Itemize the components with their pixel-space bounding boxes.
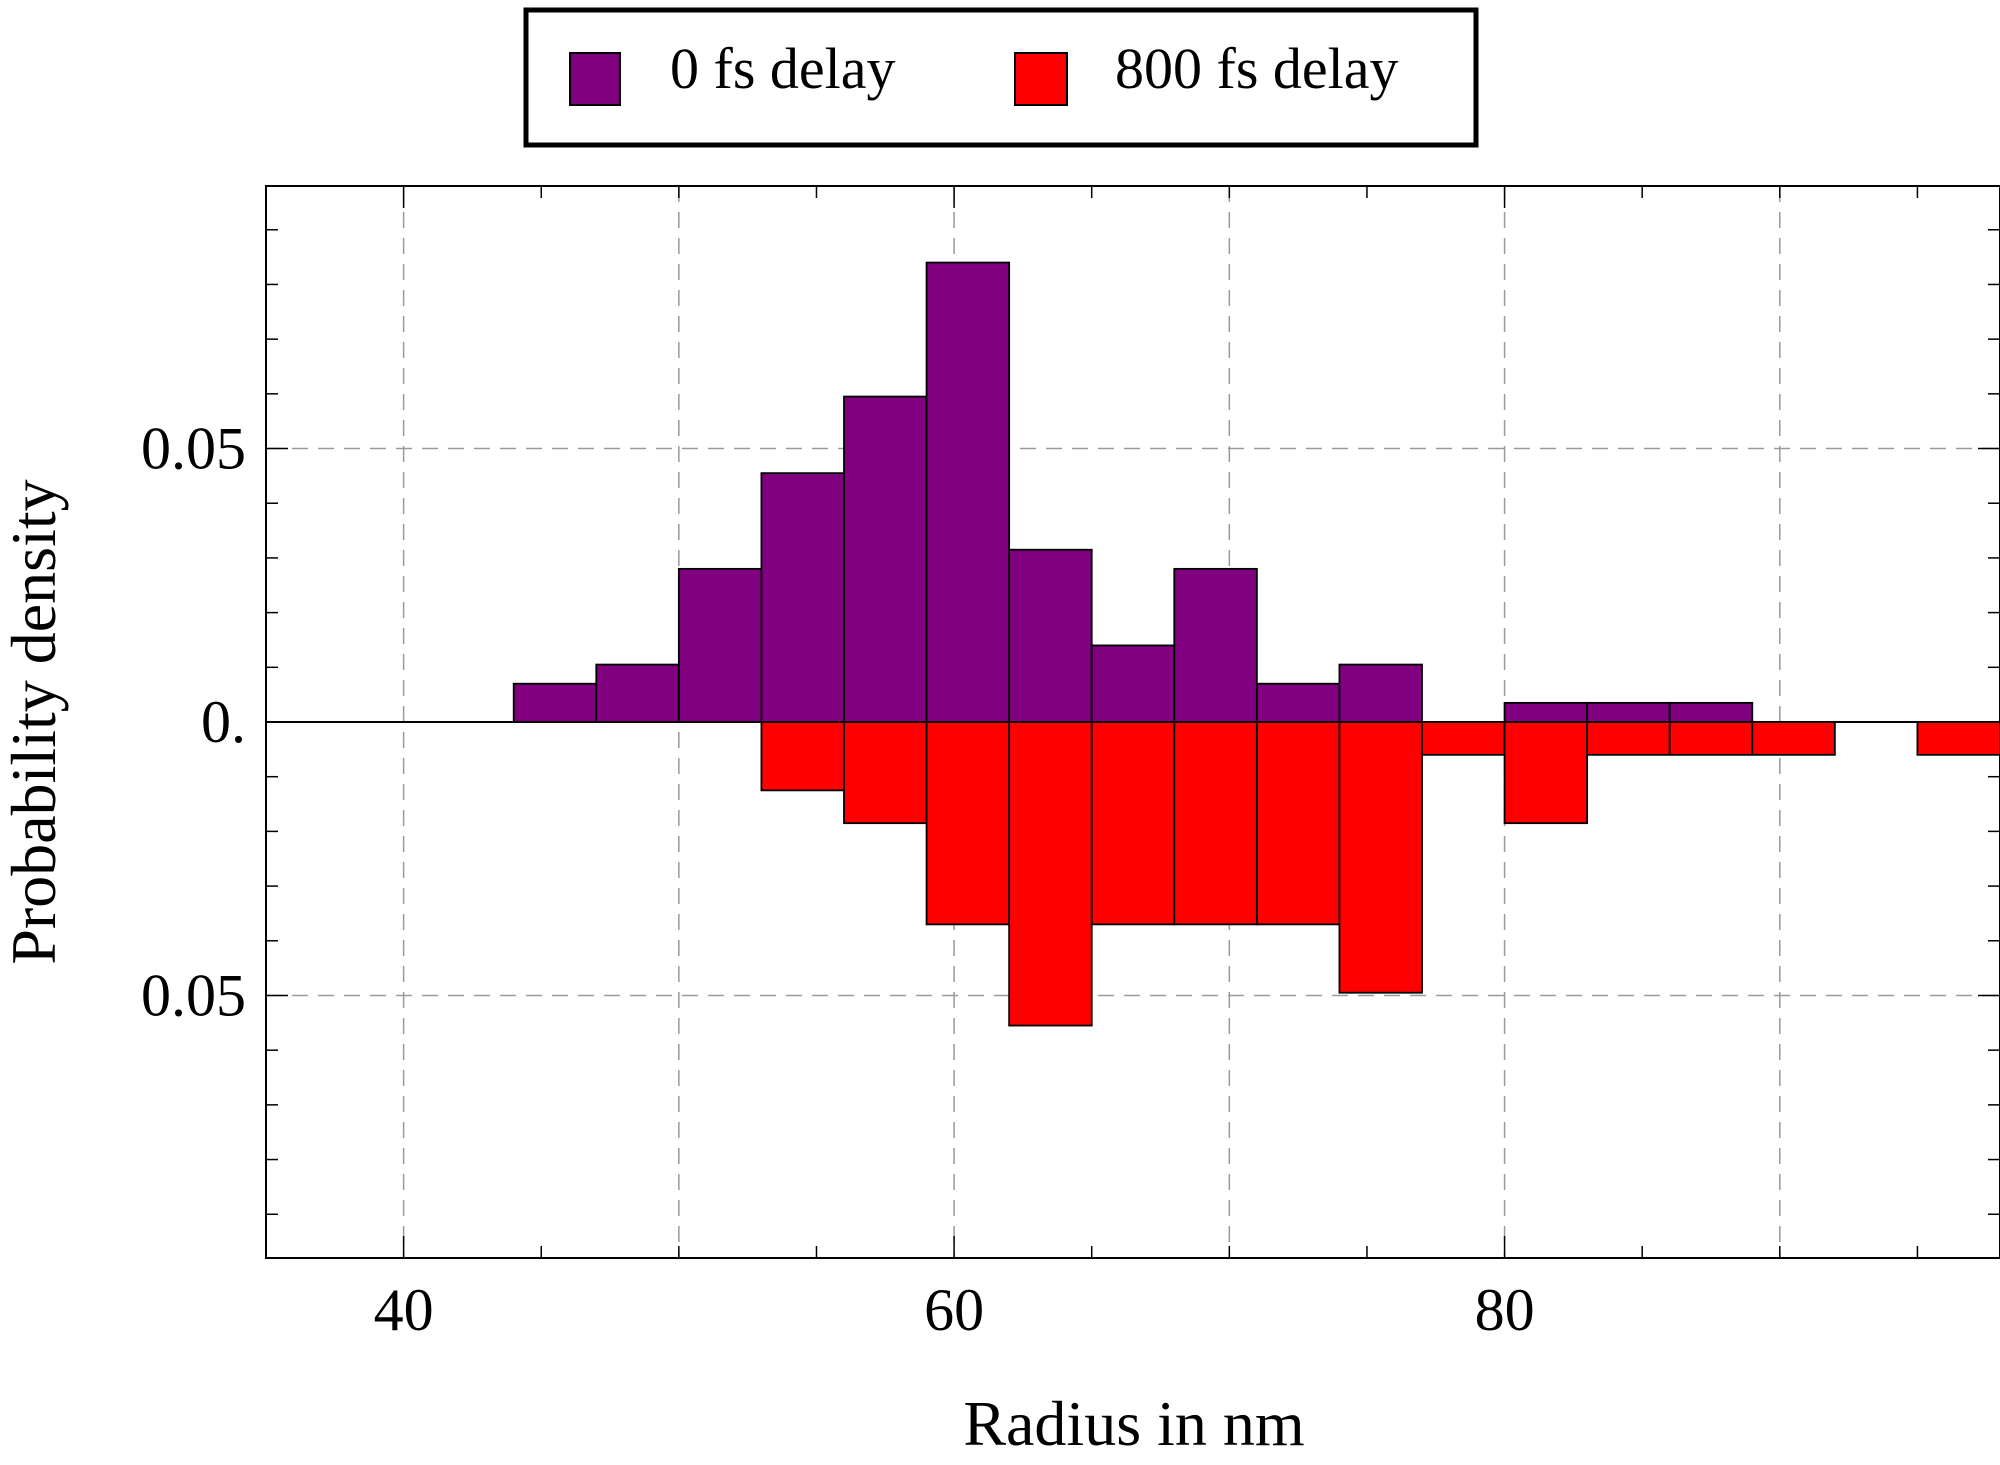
bar-0fs-2 bbox=[677, 567, 763, 723]
x-tick-label-40: 40 bbox=[374, 1277, 434, 1343]
bar-800fs-6 bbox=[1008, 721, 1093, 1027]
x-tick-label-80: 80 bbox=[1475, 1277, 1535, 1343]
bar-0fs-8 bbox=[1173, 567, 1258, 723]
bar-0fs-14 bbox=[1668, 701, 1754, 723]
x-tick-label-60: 60 bbox=[924, 1277, 984, 1343]
bar-0fs-10 bbox=[1338, 663, 1423, 723]
x-axis-label: Radius in nm bbox=[963, 1388, 1304, 1459]
bar-0fs-4 bbox=[843, 395, 928, 723]
bar-800fs-11 bbox=[1421, 721, 1506, 756]
bar-0fs-13 bbox=[1586, 701, 1671, 723]
bar-0fs-7 bbox=[1090, 644, 1176, 723]
bar-800fs-5 bbox=[925, 721, 1011, 926]
legend-swatch-800fs bbox=[1014, 52, 1068, 106]
bar-0fs-9 bbox=[1255, 682, 1341, 723]
bar-800fs-14 bbox=[1668, 721, 1754, 756]
y-tick-label-2: 0.05 bbox=[141, 962, 246, 1028]
legend-label-0fs: 0 fs delay bbox=[670, 36, 896, 101]
y-tick-label-1: 0. bbox=[201, 689, 246, 755]
y-axis-label: Probability density bbox=[0, 479, 69, 964]
legend-swatch-0fs bbox=[569, 52, 621, 106]
bar-800fs-10 bbox=[1338, 721, 1423, 994]
bar-800fs-17 bbox=[1916, 721, 2000, 756]
bar-800fs-3 bbox=[760, 721, 845, 792]
bar-800fs-15 bbox=[1751, 721, 1836, 756]
bar-0fs-1 bbox=[595, 663, 680, 723]
y-tick-label-0: 0.05 bbox=[141, 416, 246, 482]
bar-800fs-13 bbox=[1586, 721, 1671, 756]
histogram-bars bbox=[266, 261, 2000, 1027]
bar-0fs-0 bbox=[512, 682, 598, 723]
axis-ticks bbox=[265, 186, 2000, 1258]
legend: 0 fs delay 800 fs delay bbox=[523, 7, 1479, 148]
tick-labels: 40 60 80 0.05 0. 0.05 bbox=[141, 416, 1535, 1343]
bar-800fs-8 bbox=[1173, 721, 1258, 926]
bar-800fs-9 bbox=[1255, 721, 1341, 926]
legend-frame bbox=[523, 7, 1479, 148]
bar-800fs-7 bbox=[1090, 721, 1176, 926]
bar-0fs-12 bbox=[1503, 701, 1589, 723]
legend-label-800fs: 800 fs delay bbox=[1115, 36, 1399, 101]
bar-800fs-12 bbox=[1503, 721, 1589, 825]
bar-0fs-5 bbox=[925, 261, 1011, 723]
bar-0fs-3 bbox=[760, 472, 845, 723]
bar-0fs-6 bbox=[1008, 548, 1093, 723]
bar-800fs-4 bbox=[843, 721, 928, 825]
